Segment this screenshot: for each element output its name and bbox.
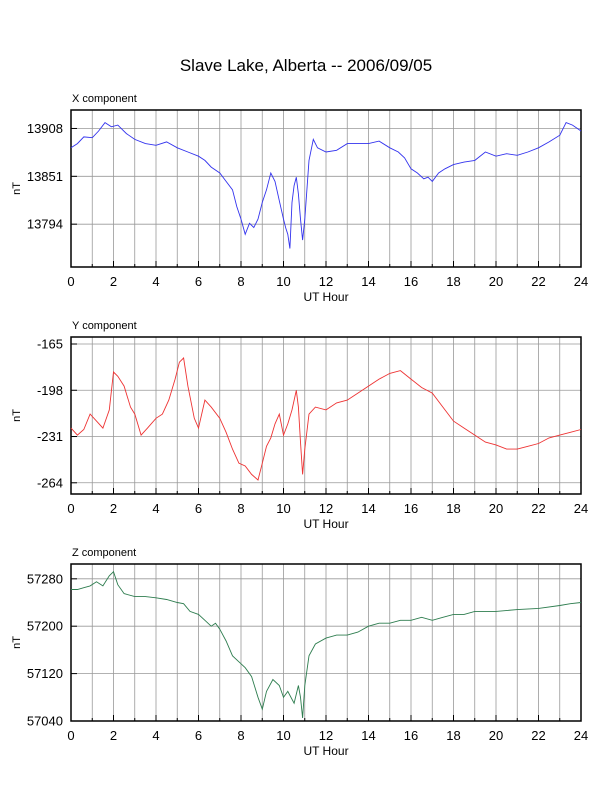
x-xtick-label-24: 24 (574, 274, 588, 289)
y-panel-title: Y component (72, 320, 137, 332)
z-xtick-label-24: 24 (574, 728, 588, 743)
z-xtick-label-2: 2 (110, 728, 117, 743)
x-yaxis-label: nT (11, 182, 23, 195)
z-xtick-label-22: 22 (531, 728, 545, 743)
chart-main-title: Slave Lake, Alberta -- 2006/09/05 (179, 56, 433, 75)
x-xtick-label-6: 6 (195, 274, 202, 289)
x-xtick-label-18: 18 (446, 274, 460, 289)
z-xtick-label-6: 6 (195, 728, 202, 743)
z-xtick-label-0: 0 (67, 728, 74, 743)
z-xtick-label-14: 14 (361, 728, 375, 743)
z-ytick-label-57280: 57280 (27, 571, 63, 586)
x-xaxis-label: UT Hour (303, 290, 348, 304)
y-xtick-label-6: 6 (195, 501, 202, 516)
z-xaxis-label: UT Hour (303, 744, 348, 758)
x-xtick-label-14: 14 (361, 274, 375, 289)
x-xtick-label-16: 16 (404, 274, 418, 289)
z-series-line (71, 570, 582, 719)
y-yaxis-label: nT (11, 409, 23, 422)
x-xtick-label-22: 22 (531, 274, 545, 289)
x-ytick-label-13794: 13794 (27, 217, 63, 232)
x-xtick-label-10: 10 (276, 274, 290, 289)
y-xtick-label-2: 2 (110, 501, 117, 516)
x-xtick-label-8: 8 (237, 274, 244, 289)
z-panel-title: Z component (72, 547, 136, 559)
y-xtick-label-18: 18 (446, 501, 460, 516)
x-ytick-label-13908: 13908 (27, 121, 63, 136)
y-xtick-label-12: 12 (319, 501, 333, 516)
y-xaxis-label: UT Hour (303, 517, 348, 531)
x-xtick-label-4: 4 (152, 274, 159, 289)
z-xtick-label-18: 18 (446, 728, 460, 743)
y-xtick-label-16: 16 (404, 501, 418, 516)
z-yaxis-label: nT (11, 636, 23, 649)
z-ytick-label-57040: 57040 (27, 714, 63, 729)
y-xtick-label-24: 24 (574, 501, 588, 516)
z-xtick-label-8: 8 (237, 728, 244, 743)
z-xtick-label-4: 4 (152, 728, 159, 743)
z-xtick-label-20: 20 (489, 728, 503, 743)
x-series-line (70, 121, 582, 249)
y-xtick-label-20: 20 (489, 501, 503, 516)
y-xtick-label-0: 0 (67, 501, 74, 516)
z-ytick-label-57200: 57200 (27, 619, 63, 634)
y-ytick-label--198: -198 (37, 383, 63, 398)
y-ytick-label--165: -165 (37, 337, 63, 352)
x-xtick-label-12: 12 (319, 274, 333, 289)
z-xtick-label-12: 12 (319, 728, 333, 743)
z-ytick-label-57120: 57120 (27, 666, 63, 681)
z-xtick-label-10: 10 (276, 728, 290, 743)
y-xtick-label-4: 4 (152, 501, 159, 516)
x-ytick-label-13851: 13851 (27, 169, 63, 184)
y-xtick-label-14: 14 (361, 501, 375, 516)
y-xtick-label-8: 8 (237, 501, 244, 516)
z-xtick-label-16: 16 (404, 728, 418, 743)
x-xtick-label-2: 2 (110, 274, 117, 289)
x-panel-title: X component (72, 93, 137, 105)
x-xtick-label-0: 0 (67, 274, 74, 289)
y-xtick-label-22: 22 (531, 501, 545, 516)
x-xtick-label-20: 20 (489, 274, 503, 289)
y-series-line (70, 357, 582, 481)
y-ytick-label--264: -264 (37, 475, 63, 490)
y-ytick-label--231: -231 (37, 429, 63, 444)
y-xtick-label-10: 10 (276, 501, 290, 516)
